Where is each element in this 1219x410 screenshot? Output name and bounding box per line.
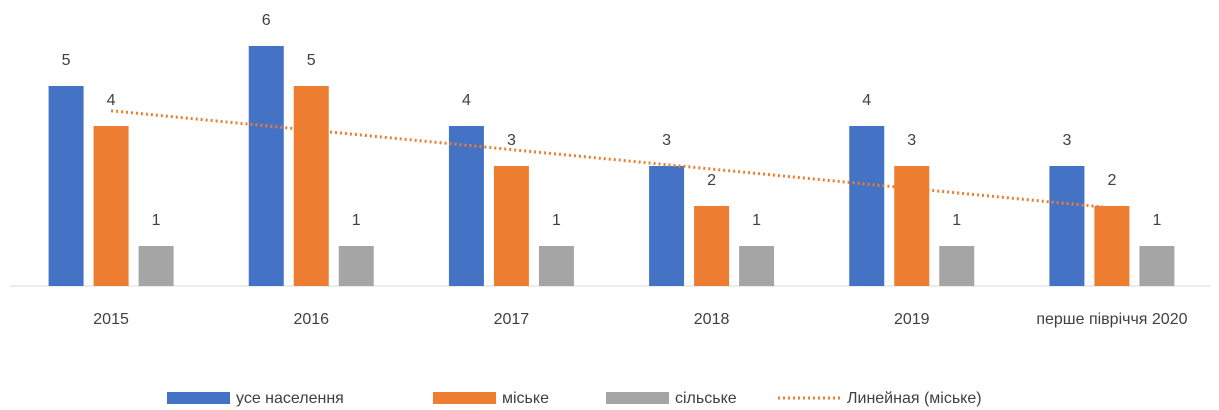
data-label: 6 bbox=[262, 12, 271, 29]
legend-swatch bbox=[606, 392, 669, 404]
bar bbox=[493, 166, 529, 286]
bar bbox=[293, 86, 329, 286]
data-label: 1 bbox=[952, 212, 961, 229]
data-label: 3 bbox=[907, 132, 916, 149]
data-label: 2 bbox=[707, 172, 716, 189]
data-label: 1 bbox=[552, 212, 561, 229]
bar bbox=[538, 246, 574, 286]
x-tick-label: 2018 bbox=[693, 311, 730, 328]
bar bbox=[338, 246, 374, 286]
bar bbox=[448, 126, 484, 286]
data-label: 5 bbox=[307, 52, 316, 69]
legend-swatch bbox=[433, 392, 496, 404]
bar bbox=[739, 246, 775, 286]
data-label: 3 bbox=[1062, 132, 1071, 149]
data-label: 3 bbox=[507, 132, 516, 149]
legend-swatch bbox=[167, 392, 230, 404]
data-label: 2 bbox=[1107, 172, 1116, 189]
bar bbox=[939, 246, 975, 286]
x-tick-label: 2019 bbox=[893, 311, 930, 328]
data-label: 1 bbox=[752, 212, 761, 229]
data-label: 3 bbox=[662, 132, 671, 149]
x-tick-label: перше півріччя 2020 bbox=[1036, 311, 1188, 328]
legend-label: міське bbox=[502, 390, 549, 407]
data-label: 4 bbox=[862, 92, 871, 109]
x-tick-label: 2015 bbox=[93, 311, 129, 328]
bar bbox=[248, 46, 284, 286]
data-label: 1 bbox=[352, 212, 361, 229]
bar bbox=[849, 126, 885, 286]
legend-label: Линейная (міське) bbox=[847, 390, 982, 407]
bar bbox=[48, 86, 84, 286]
data-label: 1 bbox=[1152, 212, 1161, 229]
x-tick-label: 2016 bbox=[293, 311, 330, 328]
bar bbox=[894, 166, 930, 286]
bar bbox=[1049, 166, 1085, 286]
data-label: 5 bbox=[62, 52, 71, 69]
bar bbox=[1094, 206, 1130, 286]
data-label: 4 bbox=[462, 92, 471, 109]
bar bbox=[138, 246, 174, 286]
bar bbox=[1139, 246, 1175, 286]
bar bbox=[93, 126, 129, 286]
data-label: 4 bbox=[107, 92, 116, 109]
legend-label: сільське bbox=[675, 390, 737, 407]
legend-label: усе населення bbox=[236, 390, 344, 407]
x-tick-label: 2017 bbox=[493, 311, 530, 328]
bar bbox=[649, 166, 685, 286]
bar bbox=[694, 206, 730, 286]
data-label: 1 bbox=[152, 212, 161, 229]
